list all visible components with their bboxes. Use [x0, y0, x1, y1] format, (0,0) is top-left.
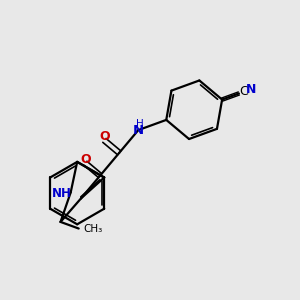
Text: N: N: [245, 83, 256, 96]
Text: C: C: [239, 85, 248, 98]
Text: O: O: [80, 153, 91, 166]
Text: O: O: [99, 130, 110, 143]
Text: CH₃: CH₃: [84, 224, 103, 234]
Text: NH: NH: [52, 188, 72, 200]
Text: H: H: [136, 118, 144, 128]
Text: N: N: [133, 124, 144, 137]
